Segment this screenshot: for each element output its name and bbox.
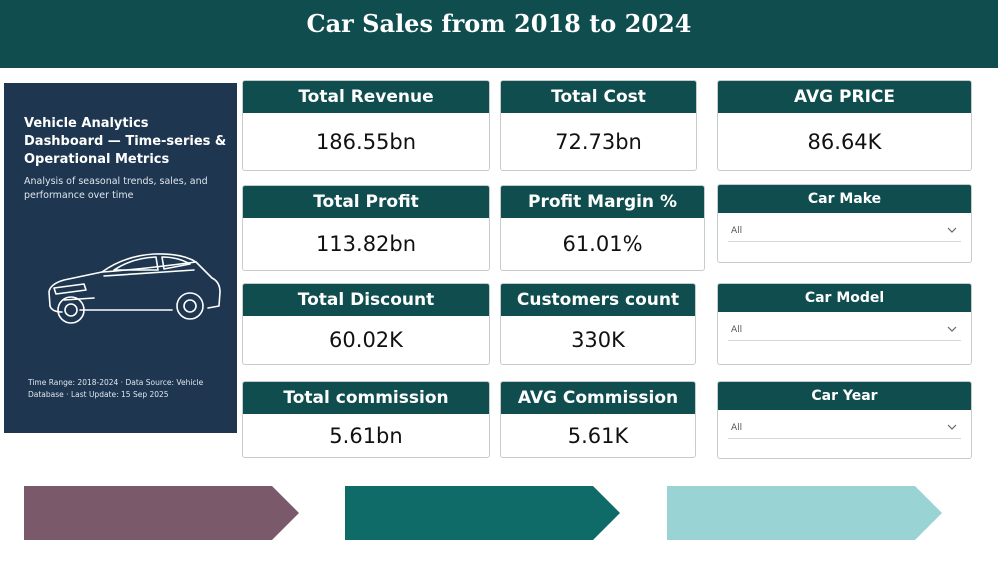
chevron-shape-3[interactable] — [667, 486, 942, 540]
kpi-total-commission: Total commission 5.61bn — [242, 381, 490, 458]
kpi-total-discount: Total Discount 60.02K — [242, 283, 490, 365]
car-year-dropdown[interactable]: All — [728, 418, 961, 439]
dropdown-value: All — [731, 423, 743, 433]
slicer-label: Car Year — [718, 382, 971, 410]
kpi-value: 330K — [571, 328, 625, 352]
kpi-label: Total Revenue — [243, 81, 489, 113]
info-panel: Vehicle Analytics Dashboard — Time-serie… — [4, 83, 237, 433]
panel-subtitle: Analysis of seasonal trends, sales, and … — [24, 176, 208, 201]
kpi-value: 5.61K — [567, 423, 629, 448]
panel-meta: Time Range: 2018-2024 · Data Source: Veh… — [28, 378, 204, 399]
dropdown-value: All — [731, 325, 743, 335]
slicer-label: Car Make — [718, 185, 971, 213]
kpi-label: AVG PRICE — [718, 81, 971, 113]
chevron-down-icon — [947, 424, 957, 430]
kpi-value: 61.01% — [562, 232, 643, 256]
kpi-total-profit: Total Profit 113.82bn — [242, 185, 490, 271]
chevron-shape-1[interactable] — [24, 486, 299, 540]
slicer-car-model: Car Model All — [717, 283, 972, 365]
kpi-total-revenue: Total Revenue 186.55bn — [242, 80, 490, 171]
kpi-label: AVG Commission — [501, 382, 695, 414]
kpi-total-cost: Total Cost 72.73bn — [500, 80, 697, 171]
kpi-avg-commission: AVG Commission 5.61K — [500, 381, 696, 458]
slicer-car-make: Car Make All — [717, 184, 972, 263]
kpi-customers-count: Customers count 330K — [500, 283, 696, 365]
kpi-profit-margin: Profit Margin % 61.01% — [500, 185, 705, 271]
chevron-down-icon — [947, 227, 957, 233]
kpi-label: Total commission — [243, 382, 489, 414]
kpi-label: Customers count — [501, 284, 695, 316]
car-model-dropdown[interactable]: All — [728, 320, 961, 341]
dropdown-value: All — [731, 226, 743, 236]
kpi-label: Total Cost — [501, 81, 696, 113]
car-make-dropdown[interactable]: All — [728, 221, 961, 242]
kpi-label: Profit Margin % — [501, 186, 704, 218]
kpi-avg-price: AVG PRICE 86.64K — [717, 80, 972, 171]
panel-title: Vehicle Analytics Dashboard — Time-serie… — [24, 116, 227, 167]
chevron-down-icon — [947, 326, 957, 332]
kpi-label: Total Profit — [243, 186, 489, 218]
slicer-label: Car Model — [718, 284, 971, 312]
kpi-value: 60.02K — [329, 328, 403, 352]
kpi-value: 5.61bn — [329, 423, 403, 448]
kpi-label: Total Discount — [243, 284, 489, 316]
kpi-value: 72.73bn — [555, 129, 642, 154]
header-bar: Car Sales from 2018 to 2024 — [0, 0, 998, 68]
kpi-value: 86.64K — [807, 129, 882, 154]
kpi-value: 186.55bn — [315, 129, 417, 154]
slicer-car-year: Car Year All — [717, 381, 972, 459]
kpi-value: 113.82bn — [315, 232, 417, 256]
chevron-shape-2[interactable] — [345, 486, 620, 540]
car-icon — [48, 253, 221, 324]
page-title: Car Sales from 2018 to 2024 — [306, 8, 692, 38]
